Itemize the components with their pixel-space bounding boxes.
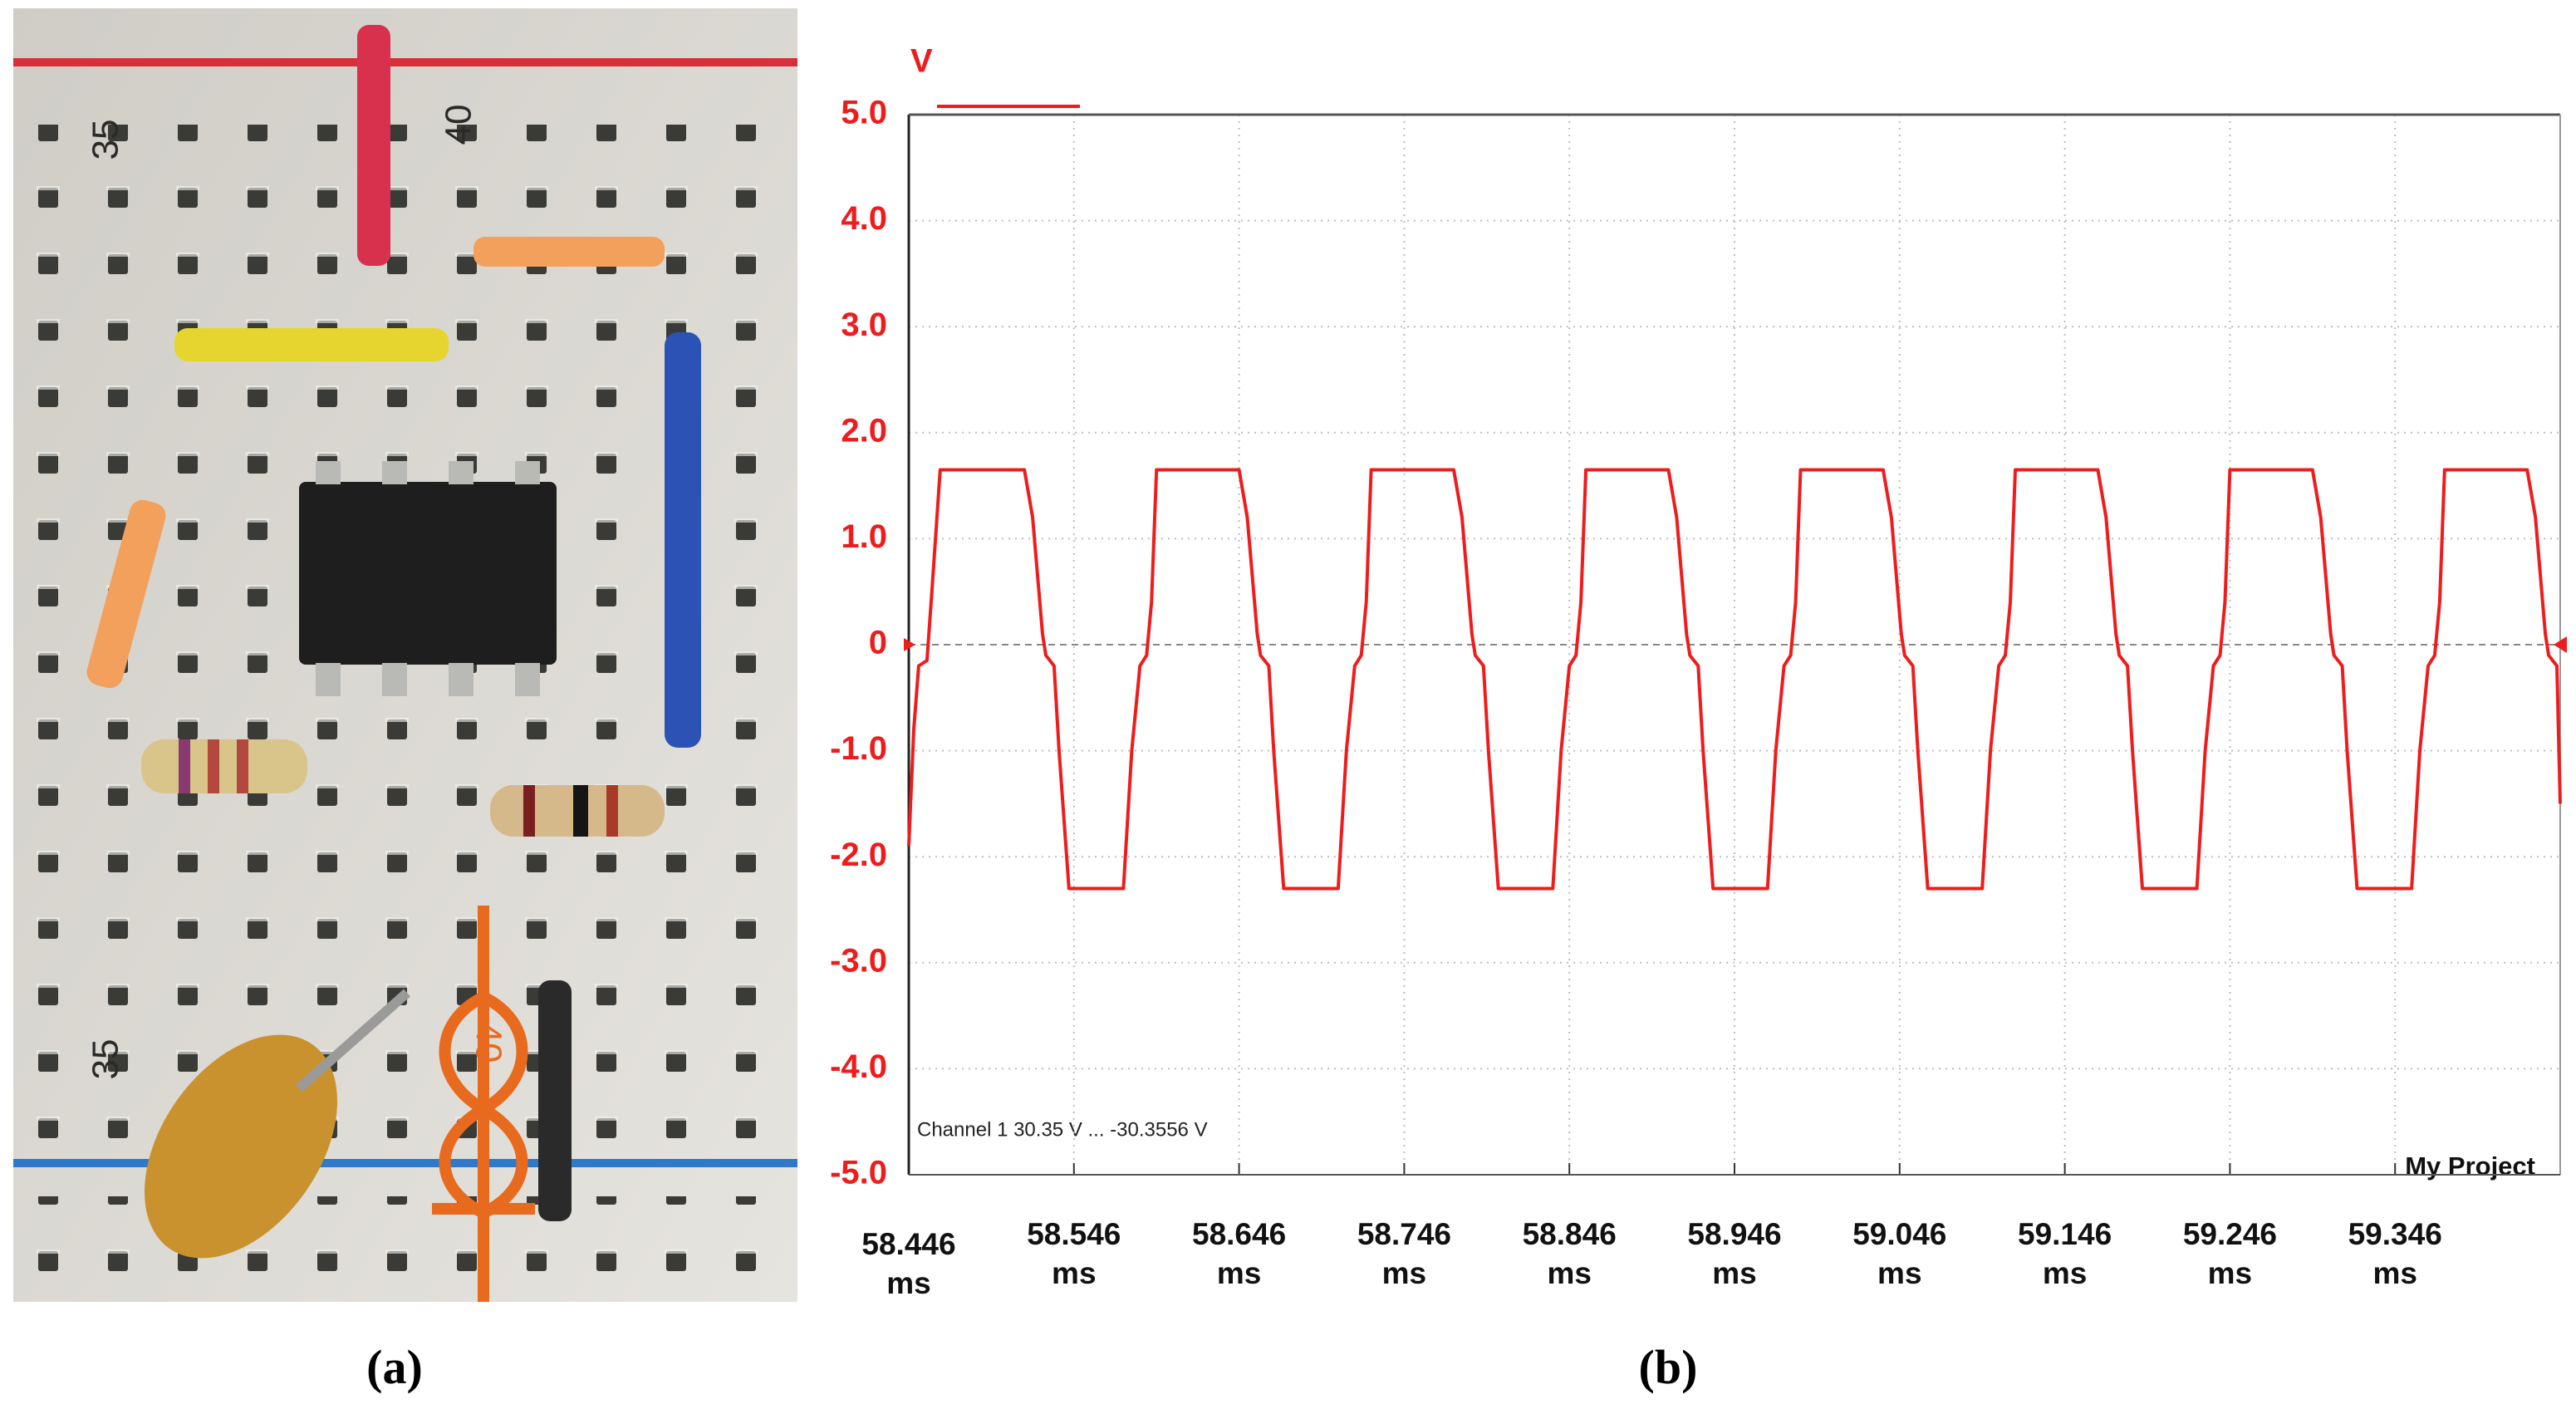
- x-tick-label: 58.646: [1192, 1217, 1286, 1251]
- x-tick-label: 59.246: [2183, 1217, 2277, 1251]
- y-tick-label: -5.0: [830, 1155, 887, 1191]
- diode-symbol: [432, 906, 535, 1302]
- x-tick-unit: ms: [2043, 1256, 2087, 1290]
- x-tick-unit: ms: [1217, 1256, 1261, 1290]
- level-marker: [2554, 636, 2567, 653]
- wire: [473, 237, 665, 267]
- lead: [296, 989, 410, 1092]
- wire: [86, 499, 166, 689]
- resistor: [141, 739, 307, 793]
- x-tick-label: 59.346: [2348, 1217, 2442, 1251]
- y-axis-label: V: [910, 43, 933, 80]
- y-tick-label: 2.0: [841, 412, 887, 449]
- x-tick-label: 58.446: [861, 1227, 955, 1261]
- y-tick-label: -1.0: [830, 730, 887, 767]
- project-name: My Project: [2405, 1151, 2535, 1181]
- panel-label: (a): [366, 1340, 423, 1394]
- y-tick-label: 1.0: [841, 518, 887, 555]
- photo-label: 35: [86, 1039, 126, 1080]
- ic-pins: [316, 461, 540, 696]
- wire: [357, 25, 390, 266]
- level-marker: [904, 638, 915, 651]
- breadboard-photo: 35 40 35 40: [13, 8, 797, 1302]
- y-tick-label: -3.0: [830, 942, 887, 979]
- x-tick-unit: ms: [1547, 1256, 1591, 1290]
- red-rail: [13, 58, 797, 66]
- x-tick-label: 59.146: [2018, 1217, 2112, 1251]
- y-tick-label: 4.0: [841, 200, 887, 237]
- holes: [13, 1196, 797, 1302]
- lead: [538, 980, 572, 1221]
- y-tick-label: -2.0: [830, 837, 887, 873]
- y-tick-label: 3.0: [841, 307, 887, 343]
- x-tick-label: 59.046: [1852, 1217, 1946, 1251]
- x-tick-unit: ms: [1712, 1256, 1756, 1290]
- x-tick-label: 58.546: [1027, 1217, 1121, 1251]
- photo-label: 40: [439, 105, 479, 145]
- x-tick-unit: ms: [1877, 1256, 1921, 1290]
- oscilloscope: V Channel 1 30.35 V ... -30.3556 V My Pr…: [830, 43, 2567, 1300]
- panel-label-text: (b): [1639, 1340, 1698, 1394]
- photo-label: 40: [468, 1023, 508, 1063]
- panel-label: (b): [1639, 1340, 1698, 1394]
- wire: [665, 332, 701, 748]
- resistor-bands: [179, 739, 248, 793]
- y-tick-label: -4.0: [830, 1048, 887, 1085]
- waveform: [907, 468, 2562, 891]
- ic-chip: [299, 482, 557, 665]
- y-tick-label: 5.0: [841, 95, 887, 131]
- x-tick-label: 58.846: [1523, 1217, 1617, 1251]
- blue-rail: [13, 1159, 797, 1167]
- x-tick-unit: ms: [2208, 1256, 2252, 1290]
- x-tick-unit: ms: [1382, 1256, 1426, 1290]
- x-tick-unit: ms: [886, 1266, 930, 1300]
- x-tick-unit: ms: [1052, 1256, 1096, 1290]
- x-tick-unit: ms: [2372, 1256, 2417, 1290]
- x-tick-label: 58.746: [1357, 1217, 1451, 1251]
- panel-label-text: (a): [366, 1340, 423, 1394]
- y-tick-label: 0: [869, 625, 887, 661]
- photo-label: 35: [86, 120, 126, 160]
- wire: [174, 328, 449, 361]
- capacitor: [144, 1034, 338, 1259]
- channel-info: Channel 1 30.35 V ... -30.3556 V: [917, 1118, 1208, 1141]
- cursor-bar: [937, 105, 1080, 108]
- resistor-bands: [523, 785, 618, 837]
- x-tick-label: 58.946: [1687, 1217, 1781, 1251]
